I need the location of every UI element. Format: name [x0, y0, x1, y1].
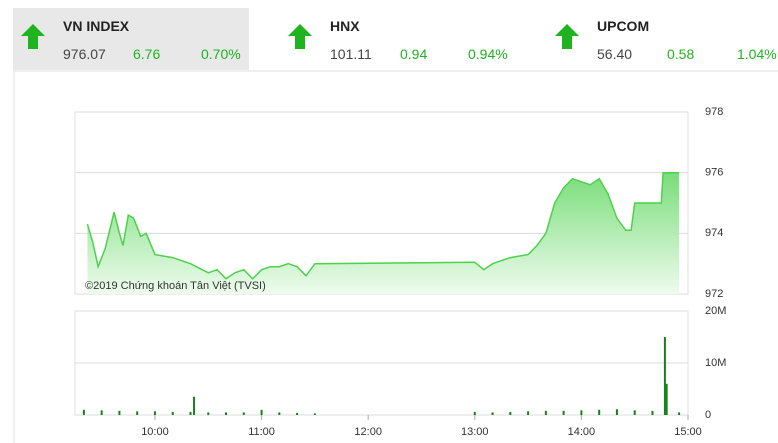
bar	[665, 383, 668, 415]
index-value: 101.11	[330, 46, 372, 62]
index-tile[interactable]: HNX 101.11 0.94 0.94%	[280, 8, 516, 70]
index-change: 0.94	[400, 46, 428, 62]
bar	[260, 409, 263, 415]
bar	[562, 410, 565, 415]
x-tick-label: 11:00	[248, 426, 275, 438]
y-tick-label: 976	[705, 167, 723, 179]
bar	[100, 410, 103, 415]
x-tick-label: 10:00	[141, 426, 169, 438]
watermark: ©2019 Chứng khoán Tân Việt (TVSI)	[85, 280, 266, 292]
bar	[663, 337, 666, 415]
index-tile[interactable]: VN INDEX 976.07 6.76 0.70%	[13, 8, 249, 70]
bar	[313, 413, 316, 415]
y-tick-label: 0	[705, 409, 711, 421]
bar	[225, 412, 228, 415]
bar	[580, 410, 583, 415]
bar	[189, 411, 192, 415]
bar	[651, 410, 654, 415]
index-value: 976.07	[63, 46, 106, 62]
bar	[278, 412, 281, 415]
bar	[527, 411, 530, 415]
bar	[473, 411, 476, 415]
up-arrow	[21, 24, 45, 49]
index-change: 0.58	[667, 46, 695, 62]
bar	[242, 412, 245, 415]
y-tick-label: 974	[705, 227, 723, 239]
index-tile[interactable]: UPCOM 56.40 0.58 1.04%	[547, 8, 778, 70]
bar	[171, 411, 174, 415]
bar	[678, 412, 681, 415]
bar	[82, 409, 85, 415]
index-name: VN INDEX	[63, 18, 130, 34]
bar	[207, 412, 210, 415]
y-tick-label: 972	[705, 288, 723, 300]
index-percent: 0.70%	[201, 46, 241, 62]
index-percent: 0.94%	[468, 46, 508, 62]
x-tick-label: 14:00	[568, 426, 596, 438]
bar	[491, 412, 494, 415]
index-change: 6.76	[133, 46, 161, 62]
bar	[615, 409, 618, 415]
up-arrow	[288, 24, 312, 49]
bar	[193, 396, 196, 415]
bar	[136, 411, 139, 415]
index-percent: 1.04%	[737, 46, 777, 62]
up-arrow	[555, 24, 579, 49]
y-tick-label: 10M	[705, 357, 726, 369]
index-name: UPCOM	[597, 18, 650, 34]
index-name: HNX	[330, 18, 360, 34]
x-tick-label: 12:00	[354, 426, 382, 438]
bar	[544, 410, 547, 415]
bar	[509, 411, 512, 415]
x-tick-label: 13:00	[461, 426, 489, 438]
index-value: 56.40	[597, 46, 633, 62]
line	[86, 171, 680, 280]
bar	[598, 409, 601, 415]
x-tick-label: 15:00	[674, 426, 702, 438]
y-tick-label: 20M	[705, 305, 726, 317]
bar	[296, 412, 299, 415]
bar	[118, 410, 121, 415]
bar	[633, 410, 636, 415]
bar	[153, 411, 156, 415]
y-tick-label: 978	[705, 106, 723, 118]
area	[87, 172, 680, 294]
